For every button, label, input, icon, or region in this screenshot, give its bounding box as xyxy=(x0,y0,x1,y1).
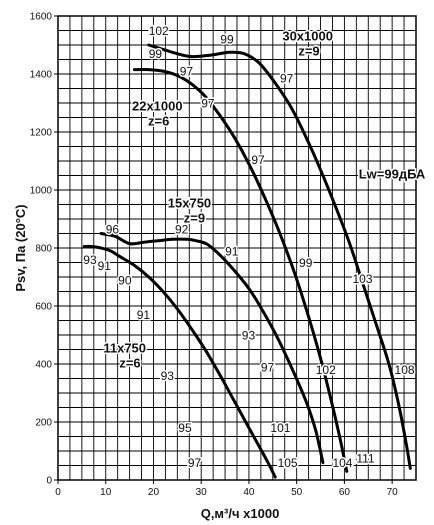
noise-label: 103 xyxy=(353,272,373,286)
y-tick-label: 200 xyxy=(35,418,52,429)
noise-label: 91 xyxy=(137,308,151,322)
chart-curves xyxy=(82,43,412,479)
y-tick-label: 400 xyxy=(35,360,52,371)
y-tick-label: 1000 xyxy=(30,186,53,197)
noise-label: 93 xyxy=(83,253,97,267)
noise-label: 91 xyxy=(98,259,112,273)
noise-label: 99 xyxy=(149,47,163,61)
noise-label: 97 xyxy=(280,72,294,86)
noise-label: 91 xyxy=(225,244,239,258)
curve-0 xyxy=(82,244,277,479)
noise-label: 108 xyxy=(395,363,415,377)
x-tick-label: 10 xyxy=(100,487,112,498)
curve-title-2: z=6 xyxy=(148,113,169,128)
noise-label: 92 xyxy=(175,223,189,237)
curve-title-1: z=9 xyxy=(184,210,205,225)
noise-label: 97 xyxy=(201,96,215,110)
y-tick-label: 0 xyxy=(46,476,52,487)
x-tick-label: 30 xyxy=(196,487,208,498)
noise-label: 97 xyxy=(261,360,275,374)
curve-title-0: z=6 xyxy=(119,355,140,370)
noise-label: 97 xyxy=(188,456,202,470)
noise-label: 102 xyxy=(316,363,336,377)
y-axis-title: Psv, Па (20°C) xyxy=(13,204,28,291)
y-tick-label: 800 xyxy=(35,244,52,255)
x-tick-label: 20 xyxy=(148,487,160,498)
curve-1 xyxy=(99,232,325,465)
curve-title-3: 30x1000 xyxy=(282,29,333,44)
noise-label: 96 xyxy=(106,223,120,237)
noise-label: 95 xyxy=(178,421,192,435)
chart-ticks: 0 10 20 30 40 50 60 70 0 200 400 600 800 1000 1200 1400… xyxy=(30,12,398,499)
noise-label: 111 xyxy=(356,452,375,466)
curve-title-3: z=9 xyxy=(298,44,319,59)
y-tick-label: 1200 xyxy=(30,128,53,139)
x-tick-label: 50 xyxy=(291,487,303,498)
noise-label: 93 xyxy=(161,369,175,383)
noise-level-annotation: Lw=99дБА xyxy=(359,166,426,181)
curve-title-2: 22x1000 xyxy=(132,98,183,113)
curve-3 xyxy=(147,43,412,470)
y-tick-label: 1400 xyxy=(30,70,53,81)
noise-label: 104 xyxy=(332,456,352,470)
noise-label: 105 xyxy=(278,456,298,470)
noise-label: 90 xyxy=(118,273,132,287)
noise-label: 99 xyxy=(299,256,313,270)
noise-label: 97 xyxy=(251,153,265,167)
curve-title-0: 11x750 xyxy=(103,340,146,355)
noise-label: 99 xyxy=(220,33,234,47)
x-tick-label: 60 xyxy=(339,487,351,498)
noise-label: 101 xyxy=(270,421,290,435)
curve-2 xyxy=(132,68,349,473)
x-axis-title: Q,м³/ч x1000 xyxy=(201,506,280,521)
noise-label: 93 xyxy=(242,328,256,342)
x-tick-label: 0 xyxy=(55,487,61,498)
y-tick-label: 600 xyxy=(35,302,52,313)
y-tick-label: 1600 xyxy=(30,12,53,23)
noise-label: 97 xyxy=(180,64,194,78)
noise-label: 102 xyxy=(149,24,169,38)
x-tick-label: 70 xyxy=(387,487,399,498)
curve-title-1: 15x750 xyxy=(168,195,211,210)
x-tick-label: 40 xyxy=(243,487,255,498)
